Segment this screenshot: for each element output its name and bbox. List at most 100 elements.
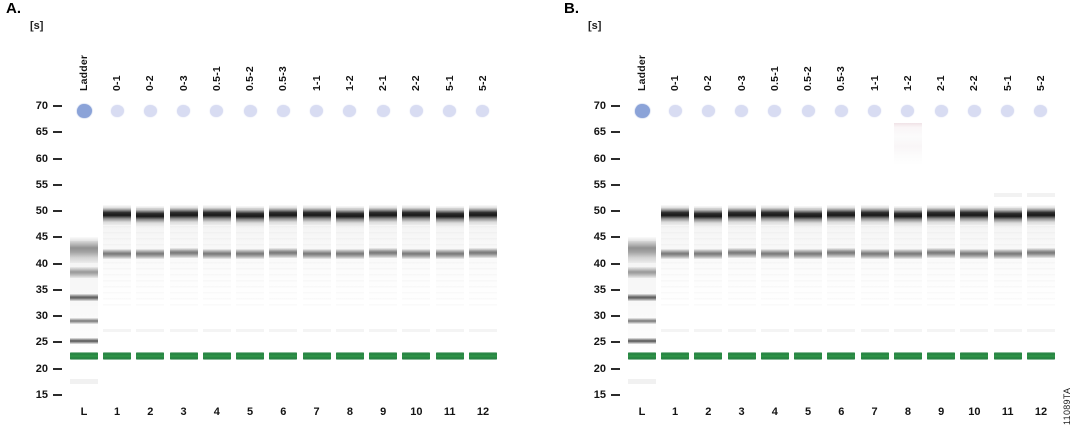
y-tick-mark <box>611 367 620 370</box>
lane-number: 8 <box>904 406 911 418</box>
figure-id-vertical-label: 11089TA <box>1062 387 1072 425</box>
lower-marker-band <box>435 351 464 360</box>
gel-trace-band <box>827 329 856 333</box>
gel-band-main <box>335 205 364 226</box>
gel-lane <box>435 0 464 432</box>
upper-marker-dot <box>476 104 490 117</box>
gel-trace-band <box>893 329 922 333</box>
lane-number: 10 <box>968 406 981 418</box>
upper-marker-dot <box>143 104 157 117</box>
panel-a: A. [s] 70 65 60 55 50 45 40 35 30 25 20 15 Ladder L 0-… <box>6 0 497 432</box>
y-tick-mark <box>53 341 62 344</box>
lane-number: 2 <box>147 406 154 418</box>
upper-marker-dot <box>768 104 782 117</box>
lower-marker-band <box>136 351 165 360</box>
lane-header: 0-1 <box>669 75 681 91</box>
lower-marker-band <box>661 351 689 360</box>
y-tick-label: 25 <box>593 336 606 349</box>
gel-trace-band <box>269 329 298 333</box>
y-tick-label: 40 <box>593 257 606 270</box>
y-tick-label: 15 <box>593 388 606 401</box>
lower-marker-band <box>103 351 131 360</box>
y-tick-label: 20 <box>593 362 606 375</box>
gel-band-secondary <box>236 249 265 260</box>
y-tick-label: 55 <box>35 178 48 191</box>
y-tick-label: 55 <box>593 178 606 191</box>
upper-marker-dot <box>276 104 290 117</box>
gel-band-secondary <box>1026 248 1055 259</box>
y-tick-mark <box>611 131 620 134</box>
upper-marker-dot <box>1001 104 1015 117</box>
lane-header: 2-2 <box>968 75 981 91</box>
y-tick-label: 15 <box>35 388 48 401</box>
gel-trace-band <box>136 329 165 333</box>
upper-marker-dot <box>634 103 650 118</box>
gel-band-secondary <box>302 248 331 259</box>
gel-band-main <box>435 205 464 226</box>
ladder-band <box>628 379 656 385</box>
gel-band-secondary <box>369 248 398 259</box>
lower-marker-band <box>893 351 922 360</box>
y-tick-mark <box>611 393 620 396</box>
gel-band-main <box>103 205 131 226</box>
panel-a-gel: 70 65 60 55 50 45 40 35 30 25 20 15 Ladder L 0-1 1 0-2 2 0… <box>35 0 497 432</box>
ladder-band <box>628 318 656 325</box>
gel-lane <box>827 0 856 432</box>
y-tick-label: 60 <box>35 152 48 165</box>
y-tick-label: 50 <box>593 205 606 218</box>
upper-marker-dot <box>735 104 749 117</box>
upper-marker-dot <box>177 104 191 117</box>
gel-band-secondary <box>202 248 231 259</box>
lane-header: 5-1 <box>443 75 456 91</box>
y-tick-label: 45 <box>593 231 606 244</box>
y-tick-label: 70 <box>593 100 606 112</box>
gel-trace-band <box>760 329 789 333</box>
y-tick-label: 45 <box>35 231 48 244</box>
gel-band-main <box>760 205 789 226</box>
upper-marker-dot <box>801 104 815 117</box>
lower-marker-band <box>269 351 298 360</box>
gel-lane-ladder <box>70 0 98 432</box>
gel-band-secondary <box>794 249 823 260</box>
y-tick-mark <box>611 315 620 318</box>
lane-header: 1-1 <box>310 75 323 91</box>
gel-trace-band <box>468 329 497 333</box>
gel-trace-band <box>860 329 889 333</box>
lane-number: 12 <box>1034 406 1048 418</box>
lane-number: 4 <box>213 406 220 418</box>
lane-number: 12 <box>476 406 490 418</box>
y-tick-label: 65 <box>593 126 606 139</box>
lower-marker-band <box>960 351 989 360</box>
gel-lane <box>760 0 789 432</box>
gel-trace-band <box>103 329 131 333</box>
lane-header: 2-2 <box>410 75 423 91</box>
gel-trace-band <box>960 329 989 333</box>
gel-trace-band <box>794 329 823 333</box>
gel-lane <box>694 0 723 432</box>
gel-band-secondary <box>860 248 889 259</box>
y-tick-mark <box>611 105 620 107</box>
lane-number: 11 <box>443 406 456 418</box>
upper-marker-dot <box>243 104 257 117</box>
panel-b-gel: 70 65 60 55 50 45 40 35 30 25 20 15 Ladder L 0-1 1 0-2 2 0… <box>558 0 1080 432</box>
lower-marker-band <box>369 351 398 360</box>
lane-header: Ladder <box>78 54 90 91</box>
y-tick-mark <box>53 367 62 370</box>
gel-band-secondary <box>893 249 922 260</box>
panel-b-label: B. <box>564 0 579 17</box>
y-tick-mark <box>611 341 620 344</box>
lower-marker-band <box>1026 351 1055 360</box>
gel-trace-band <box>402 329 431 333</box>
y-tick-mark <box>611 236 620 239</box>
gel-band-secondary <box>103 248 131 259</box>
y-tick-mark <box>53 183 62 186</box>
y-tick-mark <box>53 315 62 318</box>
lane-number: 2 <box>705 406 712 418</box>
lane-header: 0.5-2 <box>244 66 257 91</box>
gel-band-main <box>369 204 398 225</box>
lower-marker-band <box>794 351 823 360</box>
gel-band-main <box>927 204 956 225</box>
lane-header: 0.5-1 <box>210 66 223 91</box>
gel-trace-band <box>236 329 265 333</box>
ladder-band <box>628 337 656 344</box>
